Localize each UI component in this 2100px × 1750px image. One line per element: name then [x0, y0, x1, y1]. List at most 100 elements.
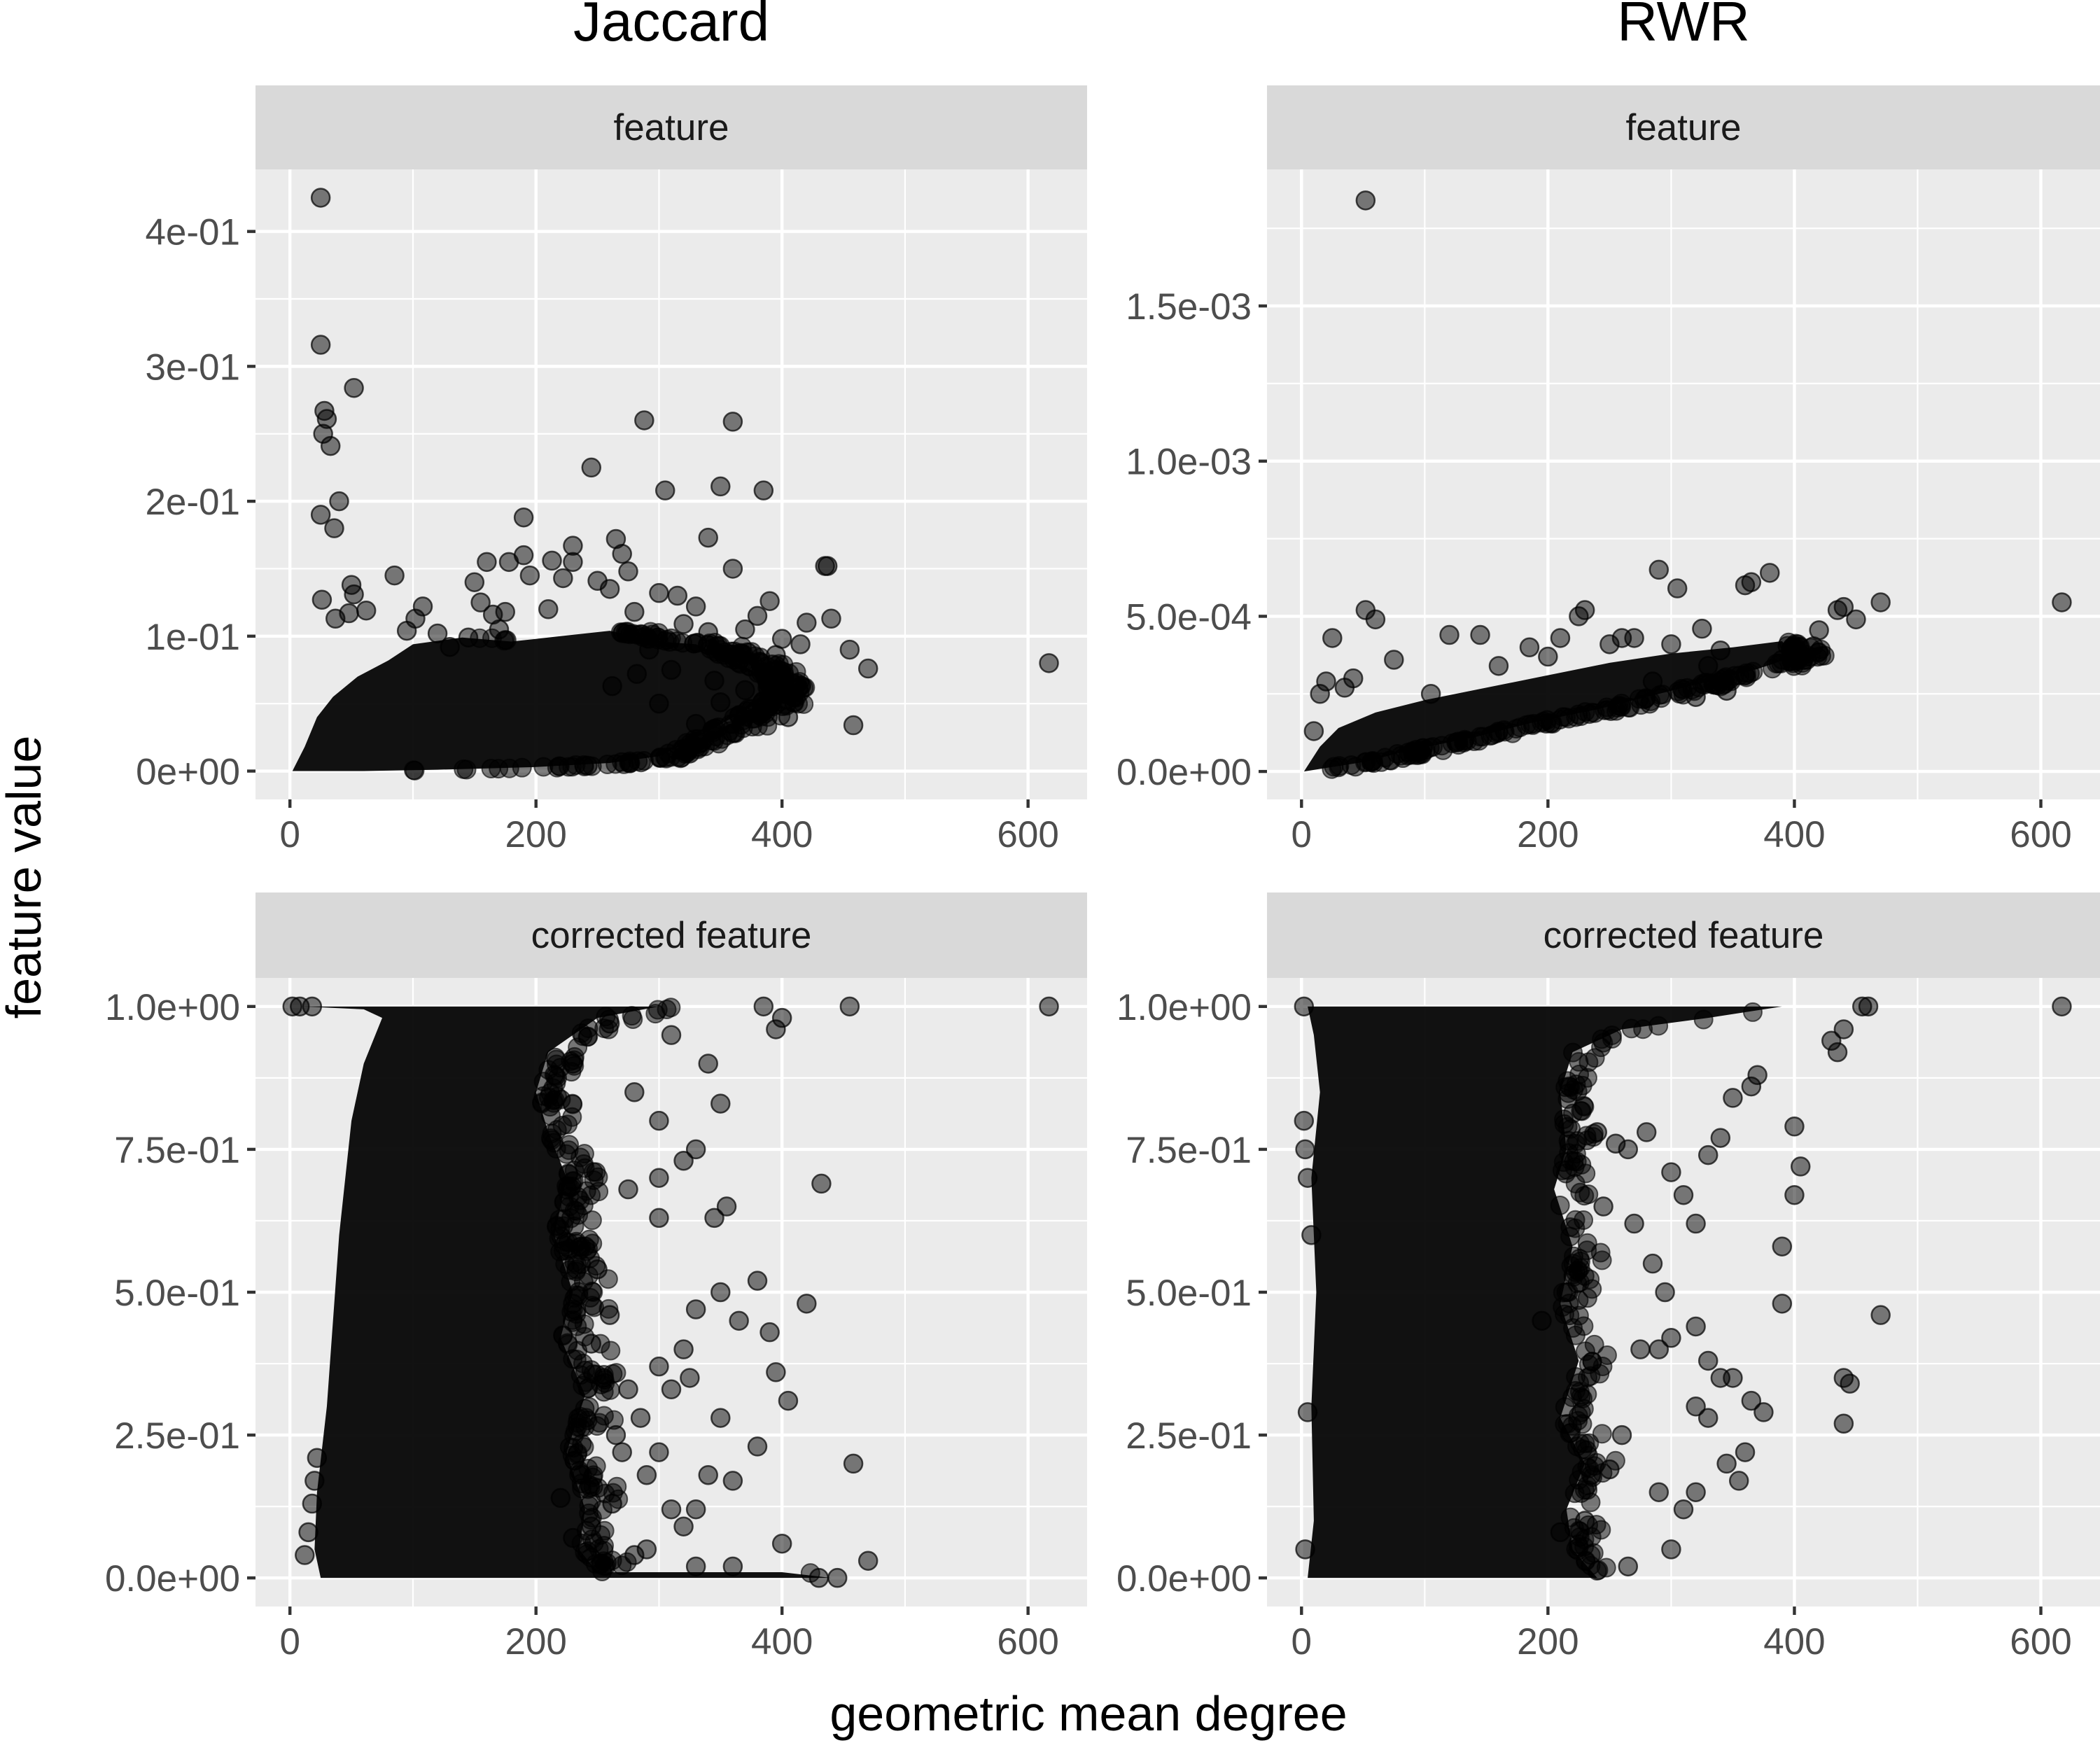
x-tick-label: 400	[1763, 1621, 1825, 1662]
data-point	[538, 599, 559, 620]
data-point	[1297, 1402, 1318, 1422]
data-point	[771, 1533, 792, 1554]
data-point	[790, 634, 811, 654]
data-point-cloud-edge	[1609, 696, 1629, 716]
data-point	[839, 639, 860, 660]
data-point	[710, 1093, 731, 1114]
data-point	[649, 693, 669, 714]
data-point	[1846, 609, 1866, 630]
data-point-cloud-edge	[556, 1144, 577, 1164]
data-point	[1723, 1368, 1743, 1388]
data-point	[698, 1464, 718, 1485]
data-point	[673, 1516, 694, 1536]
facet-strip	[1267, 85, 2100, 169]
data-point	[563, 1054, 583, 1074]
data-point	[1870, 592, 1891, 612]
data-point	[821, 608, 841, 629]
data-point-cloud-edge	[1592, 1424, 1612, 1444]
data-point	[710, 1282, 731, 1303]
data-point	[1784, 1184, 1805, 1205]
data-point	[1686, 1482, 1706, 1502]
data-point-cloud-edge	[1550, 1195, 1570, 1215]
facet-strip-label: corrected feature	[1544, 915, 1824, 956]
data-point	[1581, 1464, 1602, 1485]
data-point	[680, 1368, 700, 1388]
data-point-cloud-edge	[1569, 1373, 1590, 1393]
data-point	[843, 715, 864, 736]
data-point-cloud-edge	[554, 1192, 574, 1212]
x-tick-label: 0	[1292, 814, 1312, 855]
data-point	[1790, 1156, 1811, 1177]
data-point	[1343, 668, 1364, 689]
data-point	[1365, 609, 1386, 630]
data-point-cloud-edge	[1577, 1233, 1597, 1253]
data-point	[760, 1322, 780, 1343]
data-point	[1532, 1310, 1552, 1331]
x-tick-label: 200	[505, 1621, 566, 1662]
data-point	[612, 544, 632, 564]
data-point	[808, 1567, 830, 1588]
facet-strip	[1267, 892, 2100, 978]
data-point	[1642, 671, 1663, 692]
data-point	[1294, 1110, 1315, 1131]
data-point	[470, 592, 491, 612]
data-point	[1593, 1196, 1614, 1217]
y-tick-label: 1.5e-03	[1126, 286, 1252, 328]
data-point	[1796, 650, 1817, 670]
data-point-cloud-edge	[1814, 645, 1835, 666]
column-title: RWR	[1617, 0, 1750, 52]
data-point	[412, 596, 433, 617]
data-point	[594, 1368, 614, 1388]
data-point	[839, 996, 860, 1017]
data-point	[624, 1082, 645, 1102]
data-point	[1686, 1213, 1706, 1234]
data-point	[685, 1139, 706, 1160]
data-point	[618, 1379, 638, 1400]
data-point	[1550, 628, 1571, 648]
figure-x-axis-label: geometric mean degree	[830, 1686, 1347, 1741]
data-point	[581, 457, 602, 478]
data-point	[1538, 646, 1558, 667]
data-point	[310, 505, 331, 525]
x-tick-label: 600	[997, 1621, 1058, 1662]
data-point-cloud-edge	[577, 1544, 597, 1564]
data-point	[384, 565, 405, 586]
data-point	[722, 412, 743, 432]
data-point	[654, 480, 676, 500]
data-point-cloud-edge	[751, 701, 771, 722]
data-point	[339, 603, 359, 624]
facet-strip-label: feature	[1625, 107, 1741, 148]
data-point	[1741, 572, 1762, 592]
data-point	[1661, 634, 1681, 654]
data-point	[1611, 1424, 1632, 1446]
data-point	[766, 645, 786, 666]
data-point	[581, 1334, 602, 1354]
data-point	[774, 672, 794, 692]
data-point	[673, 1150, 694, 1171]
data-point	[797, 1294, 817, 1314]
data-point	[778, 707, 799, 727]
panel-contents	[255, 169, 1087, 799]
data-point	[1827, 600, 1848, 620]
data-point-cloud-edge	[562, 1093, 582, 1114]
data-point	[1648, 559, 1670, 580]
data-point	[747, 1436, 768, 1457]
data-point-cloud-edge	[1648, 1016, 1669, 1036]
y-tick-label: 5.0e-01	[114, 1273, 240, 1314]
y-tick-label: 1.0e+00	[105, 987, 240, 1028]
data-point	[1698, 1408, 1718, 1428]
data-point	[1784, 1116, 1805, 1137]
data-point-cloud-edge	[1562, 1416, 1582, 1436]
data-point	[636, 1464, 657, 1485]
data-point	[544, 1065, 565, 1086]
data-point-cloud-edge	[567, 1413, 587, 1433]
data-point-cloud-edge	[575, 1158, 595, 1178]
data-point	[827, 1567, 848, 1588]
y-tick-label: 7.5e-01	[1126, 1130, 1252, 1171]
data-point	[778, 1390, 799, 1411]
data-point	[649, 1208, 669, 1228]
data-point	[722, 559, 743, 579]
data-point	[1297, 1168, 1318, 1188]
data-point	[1833, 1413, 1854, 1434]
